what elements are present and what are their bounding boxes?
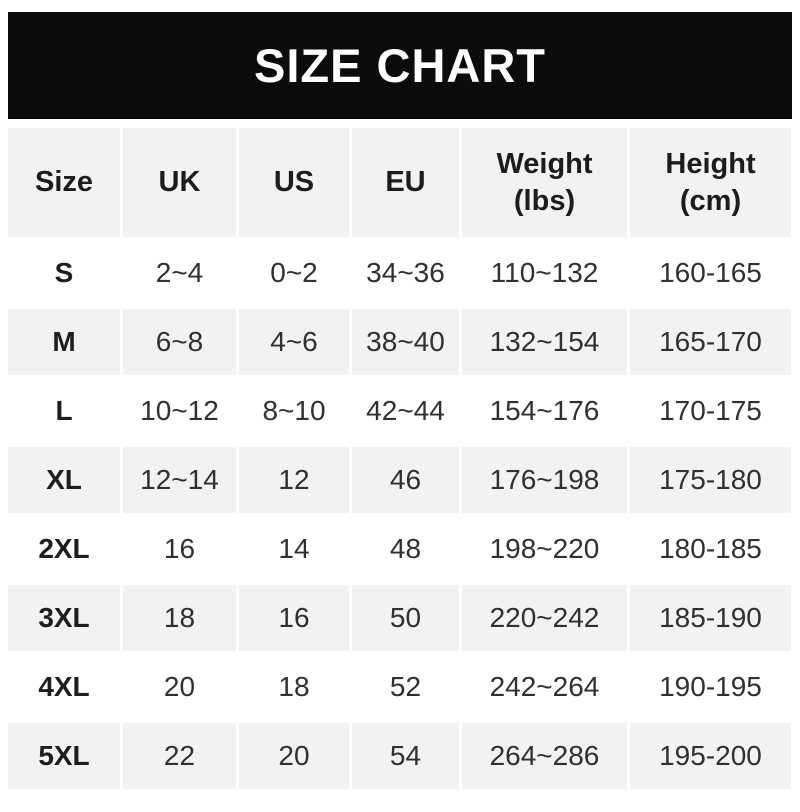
size-label: 3XL: [8, 585, 120, 651]
table-cell: 242~264: [462, 654, 627, 720]
size-label: 4XL: [8, 654, 120, 720]
table-cell: 20: [239, 723, 349, 789]
column-header-eu: EU: [352, 128, 459, 237]
page-title: SIZE CHART: [254, 39, 546, 92]
table-cell: 34~36: [352, 240, 459, 306]
table-cell: 176~198: [462, 447, 627, 513]
size-label: 5XL: [8, 723, 120, 789]
table-cell: 14: [239, 516, 349, 582]
size-label: S: [8, 240, 120, 306]
title-banner: SIZE CHART: [8, 12, 792, 119]
table-cell: 18: [123, 585, 236, 651]
table-cell: 170-175: [630, 378, 791, 444]
table-cell: 165-170: [630, 309, 791, 375]
table-cell: 12: [239, 447, 349, 513]
table-cell: 52: [352, 654, 459, 720]
table-cell: 54: [352, 723, 459, 789]
size-chart-table: Size UK US EU Weight (lbs) Height (cm) S…: [8, 128, 792, 789]
table-cell: 2~4: [123, 240, 236, 306]
table-cell: 220~242: [462, 585, 627, 651]
table-cell: 195-200: [630, 723, 791, 789]
table-cell: 0~2: [239, 240, 349, 306]
table-cell: 38~40: [352, 309, 459, 375]
table-cell: 190-195: [630, 654, 791, 720]
table-cell: 50: [352, 585, 459, 651]
table-cell: 154~176: [462, 378, 627, 444]
table-cell: 46: [352, 447, 459, 513]
table-cell: 10~12: [123, 378, 236, 444]
table-cell: 20: [123, 654, 236, 720]
table-cell: 16: [123, 516, 236, 582]
table-cell: 12~14: [123, 447, 236, 513]
column-header-size: Size: [8, 128, 120, 237]
table-cell: 198~220: [462, 516, 627, 582]
table-cell: 160-165: [630, 240, 791, 306]
table-cell: 132~154: [462, 309, 627, 375]
size-label: L: [8, 378, 120, 444]
table-cell: 42~44: [352, 378, 459, 444]
table-cell: 8~10: [239, 378, 349, 444]
table-cell: 264~286: [462, 723, 627, 789]
table-cell: 6~8: [123, 309, 236, 375]
size-label: 2XL: [8, 516, 120, 582]
table-cell: 185-190: [630, 585, 791, 651]
table-cell: 22: [123, 723, 236, 789]
size-label: XL: [8, 447, 120, 513]
column-header-uk: UK: [123, 128, 236, 237]
column-header-us: US: [239, 128, 349, 237]
table-cell: 16: [239, 585, 349, 651]
column-header-weight: Weight (lbs): [462, 128, 627, 237]
table-cell: 18: [239, 654, 349, 720]
table-cell: 110~132: [462, 240, 627, 306]
table-cell: 175-180: [630, 447, 791, 513]
size-label: M: [8, 309, 120, 375]
table-cell: 180-185: [630, 516, 791, 582]
table-cell: 4~6: [239, 309, 349, 375]
table-cell: 48: [352, 516, 459, 582]
column-header-height: Height (cm): [630, 128, 791, 237]
